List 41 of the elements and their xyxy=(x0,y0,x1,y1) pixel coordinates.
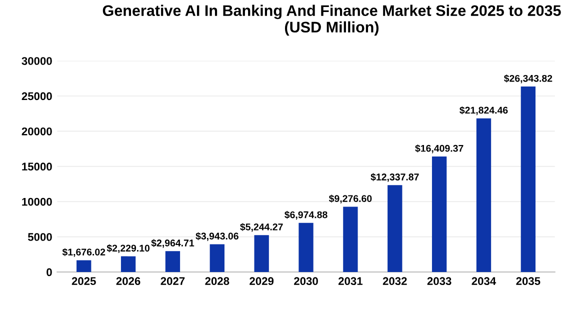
y-tick-label: 0 xyxy=(46,268,52,276)
y-tick-label: 10000 xyxy=(22,198,52,206)
data-label: $3,943.06 xyxy=(196,232,238,241)
bar xyxy=(388,185,402,272)
bar xyxy=(432,156,447,272)
x-tick-label: 2034 xyxy=(472,277,496,286)
data-label: $2,229.10 xyxy=(106,244,150,254)
chart-title: Generative AI In Banking And Finance Market Size 2025 to 2035 (USD Million) xyxy=(102,4,561,36)
y-tick-label: 5000 xyxy=(28,233,52,241)
data-label: $12,337.87 xyxy=(370,173,419,182)
y-tick-label: 20000 xyxy=(22,127,52,136)
data-label: $26,343.82 xyxy=(504,74,552,84)
data-label: $6,974.88 xyxy=(284,210,328,220)
bar xyxy=(476,118,492,272)
x-tick-label: 2026 xyxy=(116,277,140,286)
y-tick-label: 25000 xyxy=(22,92,52,100)
bar xyxy=(76,260,92,272)
bar xyxy=(520,86,536,272)
data-label: $5,244.27 xyxy=(240,223,283,232)
bar xyxy=(165,251,180,272)
bar xyxy=(254,235,269,272)
x-tick-label: 2035 xyxy=(516,277,540,286)
data-label: $2,964.71 xyxy=(151,239,194,248)
bar xyxy=(298,222,314,272)
data-label: $1,676.02 xyxy=(62,248,106,257)
bar xyxy=(210,244,224,272)
data-label: $16,409.37 xyxy=(415,144,464,154)
x-tick-label: 2025 xyxy=(72,277,96,286)
x-tick-label: 2028 xyxy=(205,277,230,286)
data-label: $21,824.46 xyxy=(460,106,508,116)
bar xyxy=(343,206,358,272)
x-tick-label: 2029 xyxy=(250,277,274,286)
bar xyxy=(120,256,136,272)
y-tick-label: 30000 xyxy=(22,57,52,65)
y-tick-label: 15000 xyxy=(22,162,52,171)
x-tick-label: 2031 xyxy=(338,277,363,286)
x-tick-label: 2033 xyxy=(427,277,452,286)
x-tick-label: 2032 xyxy=(382,277,407,286)
data-label: $9,276.60 xyxy=(328,194,372,204)
x-tick-label: 2027 xyxy=(160,277,185,286)
x-tick-label: 2030 xyxy=(294,277,318,286)
